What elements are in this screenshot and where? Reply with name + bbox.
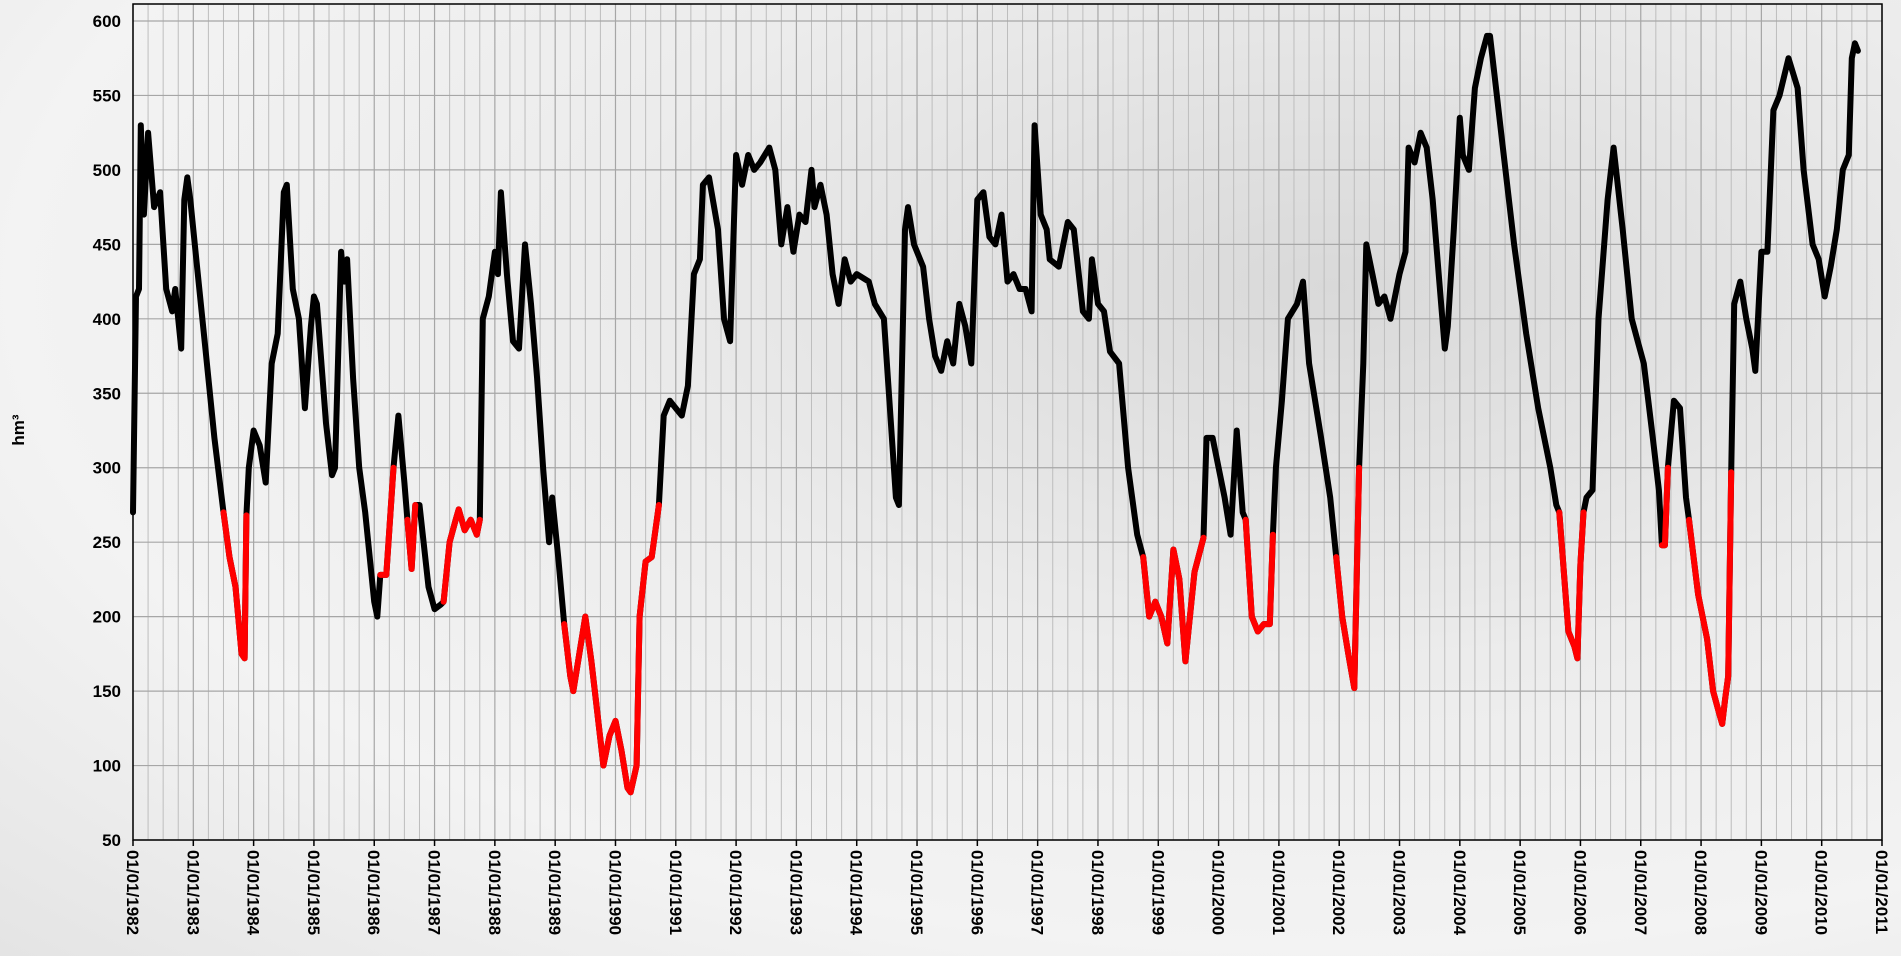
labels: 50 100 150 200 250 300 350 400 450 500 550 600 01/01… [93, 12, 1891, 936]
x-tick-label: 01/01/1993 [786, 850, 805, 935]
series-line [220, 464, 1735, 796]
y-tick-label: 600 [93, 12, 121, 31]
y-tick-label: 450 [93, 235, 121, 254]
x-tick-label: 01/01/1984 [244, 850, 263, 936]
x-tick-label: 01/01/2006 [1570, 850, 1589, 935]
y-tick-label: 50 [102, 831, 121, 850]
y-tick-label: 150 [93, 682, 121, 701]
x-tick-label: 01/01/2004 [1450, 850, 1469, 936]
y-tick-label: 250 [93, 533, 121, 552]
x-tick-label: 01/01/1992 [726, 850, 745, 935]
x-tick-label: 01/01/2007 [1631, 850, 1650, 935]
y-tick-label: 100 [93, 757, 121, 776]
x-tick-label: 01/01/2001 [1269, 850, 1288, 935]
grid [132, 3, 1883, 846]
x-tick-label: 01/01/1995 [907, 850, 926, 935]
x-tick-label: 01/01/2005 [1510, 850, 1529, 935]
x-tick-label: 01/01/1998 [1088, 850, 1107, 935]
x-tick-label: 01/01/1991 [666, 850, 685, 935]
x-tick-label: 01/01/2003 [1390, 850, 1409, 935]
x-tick-label: 01/01/1996 [967, 850, 986, 935]
x-tick-label: 01/01/2010 [1812, 850, 1831, 935]
y-axis-label: hm³ [9, 414, 28, 446]
x-tick-label: 01/01/1983 [183, 850, 202, 935]
lines [130, 32, 1861, 796]
x-tick-label: 01/01/1994 [847, 850, 866, 936]
x-tick-label: 01/01/1989 [545, 850, 564, 935]
y-tick-label: 550 [93, 86, 121, 105]
x-tick-label: 01/01/1986 [364, 850, 383, 935]
x-tick-label: 01/01/1999 [1148, 850, 1167, 935]
x-tick-label: 01/01/2011 [1872, 850, 1891, 934]
x-tick-label: 01/01/2009 [1751, 850, 1770, 935]
y-tick-label: 200 [93, 608, 121, 627]
x-tick-label: 01/01/2008 [1691, 850, 1710, 935]
x-tick-label: 01/01/1988 [485, 850, 504, 935]
x-tick-label: 01/01/1985 [304, 850, 323, 935]
x-tick-label: 01/01/1982 [123, 850, 142, 935]
x-tick-label: 01/01/2002 [1329, 850, 1348, 935]
y-tick-label: 400 [93, 310, 121, 329]
y-tick-label: 500 [93, 161, 121, 180]
x-tick-label: 01/01/1990 [605, 850, 624, 935]
x-tick-label: 01/01/2000 [1209, 850, 1228, 935]
x-tick-label: 01/01/1997 [1028, 850, 1047, 935]
x-tick-label: 01/01/1987 [425, 850, 444, 935]
y-tick-label: 350 [93, 384, 121, 403]
y-tick-label: 300 [93, 459, 121, 478]
